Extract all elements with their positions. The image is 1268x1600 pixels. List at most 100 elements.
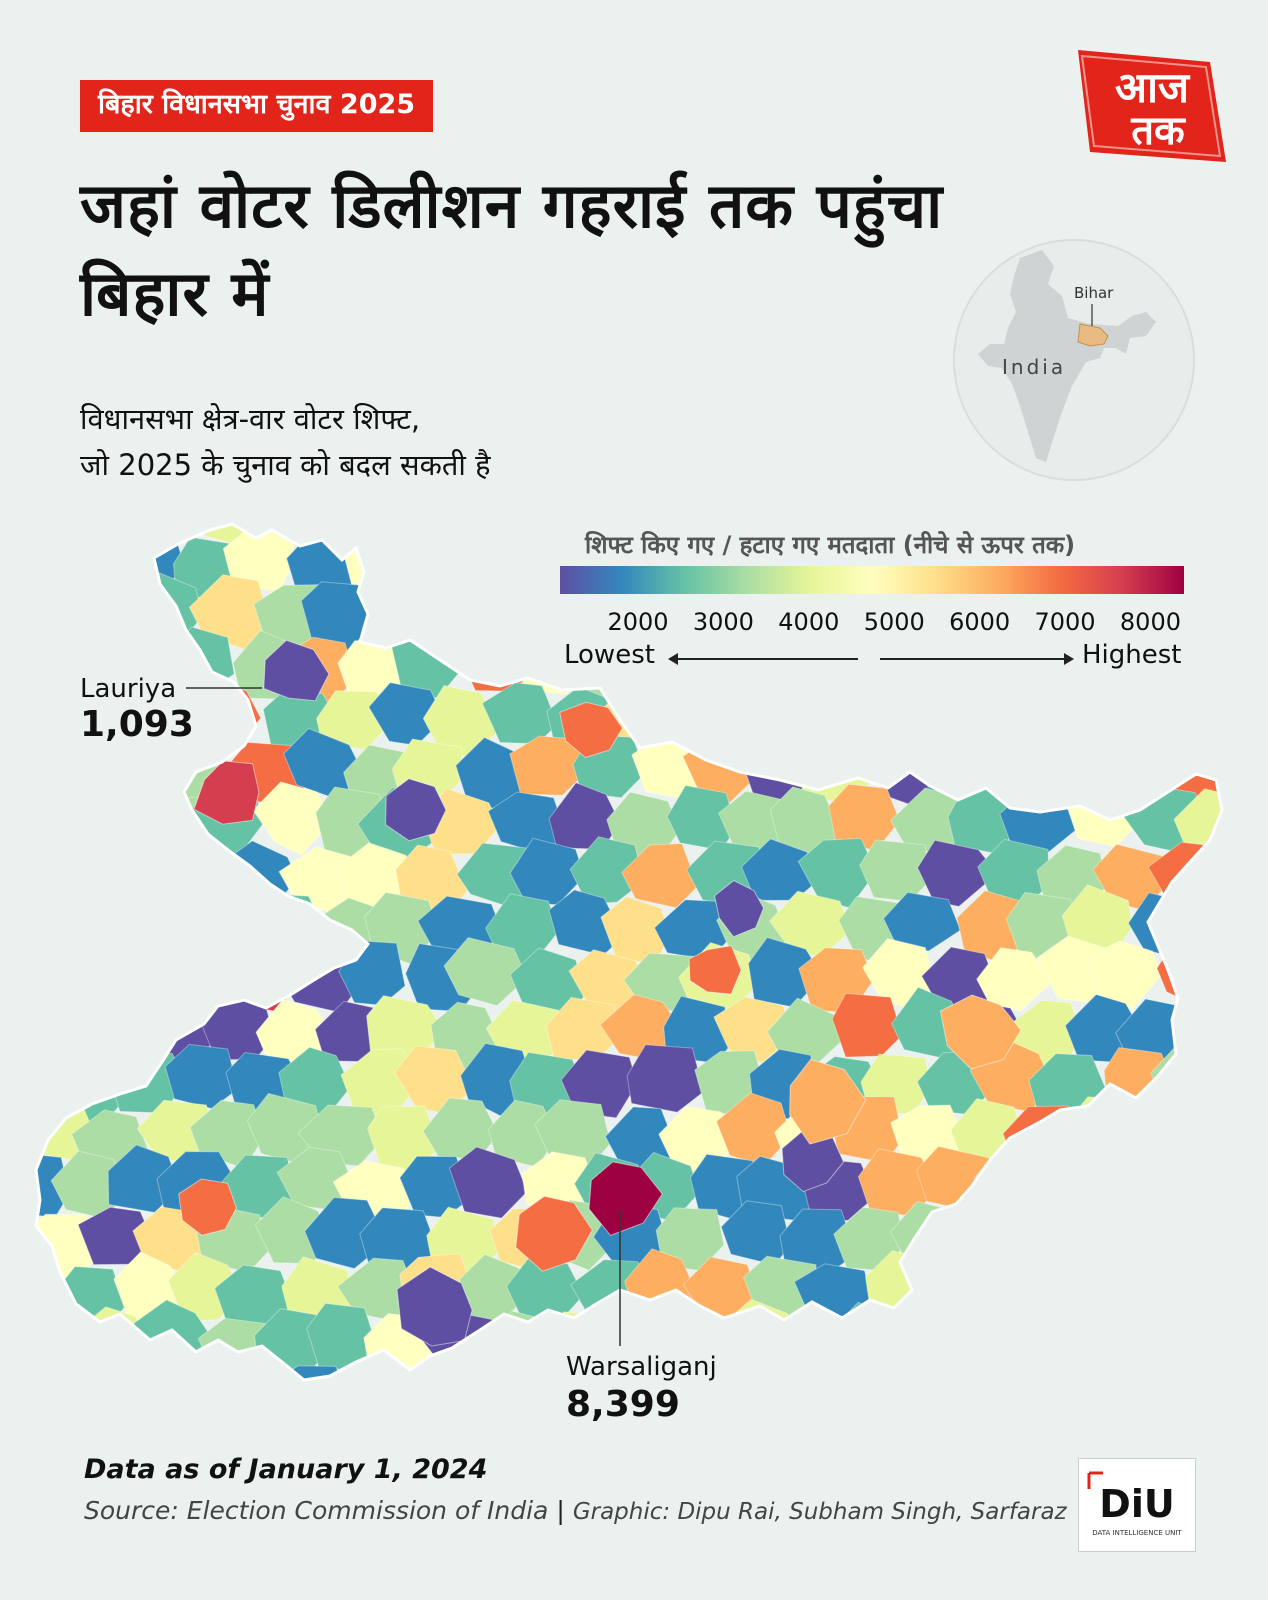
constituency-cell: [36, 941, 64, 1008]
constituency-cell: [36, 994, 43, 1061]
constituency-high: [178, 1178, 237, 1236]
credit-separator: |: [556, 1496, 565, 1525]
constituency-cell: [621, 842, 699, 909]
constituency-cell: [36, 886, 102, 958]
constituency-cell: [921, 625, 996, 698]
constituency-cell: [46, 1362, 122, 1380]
diu-mark: DiU: [1099, 1482, 1174, 1526]
constituency-cell: [1032, 1150, 1112, 1219]
constituency-cell: [198, 886, 270, 960]
constituency-cell: [894, 1307, 971, 1376]
constituency-cell: [392, 530, 470, 600]
constituency-cell: [456, 628, 534, 692]
constituency-cell: [949, 687, 1029, 752]
legend-tick-4000: 4000: [778, 608, 840, 636]
constituency-cell: [360, 524, 441, 547]
constituency-cell: [79, 785, 158, 855]
legend-tick-7000: 7000: [1034, 608, 1096, 636]
constituency-cell: [1059, 1212, 1141, 1279]
constituency-cell: [36, 1101, 43, 1172]
constituency-cell: [36, 638, 72, 708]
constituency-cell: [36, 1356, 60, 1380]
constituency-cell: [947, 1312, 1025, 1380]
constituency-cell: [36, 526, 68, 598]
constituency-cell: [1062, 1298, 1140, 1373]
constituency-cell: [1036, 1367, 1113, 1380]
constituency-cell: [1006, 685, 1085, 756]
source-text: Source: Election Commission of India: [84, 1496, 549, 1525]
legend-color-bar: [560, 566, 1184, 594]
india-shape: [978, 250, 1156, 462]
constituency-cell: [1123, 1208, 1209, 1272]
constituency-cell: [36, 834, 70, 913]
constituency-cell: [746, 629, 822, 700]
constituency-cell: [1207, 838, 1222, 906]
constituency-cell: [448, 1353, 529, 1380]
constituency-cell: [1173, 1101, 1222, 1169]
constituency-cell: [1177, 1302, 1222, 1372]
constituency-cell: [0, 510, 29, 550]
constituency-cell: [36, 990, 94, 1059]
legend-left-arrowhead: [668, 653, 678, 665]
constituency-cell: [342, 526, 416, 594]
constituency-cell: [1151, 1365, 1222, 1380]
constituency-cell: [1002, 1205, 1080, 1276]
source-credit: Source: Election Commission of India | Gra…: [84, 1496, 1084, 1525]
legend-lowest-label: Lowest: [564, 640, 655, 670]
constituency-cell: [36, 784, 92, 848]
constituency-cell: [806, 639, 885, 705]
constituency-cell: [1103, 1046, 1173, 1119]
constituency-cell: [1087, 1145, 1170, 1212]
constituency-cell: [626, 1044, 705, 1113]
headline: जहां वोटर डिलीशन गहराई तक पहुंचा बिहार म…: [80, 169, 944, 330]
constituency-cell: [429, 524, 510, 552]
constituency-cell: [1172, 895, 1222, 965]
logo-line-1: आज: [1115, 63, 1191, 112]
logo-line-2: तक: [1130, 108, 1186, 154]
constituency-cell: [1096, 731, 1175, 802]
legend-highest-label: Highest: [1082, 640, 1182, 670]
bihar-choropleth-map: [0, 510, 1224, 1382]
constituency-low: [385, 778, 447, 842]
constituency-cell: [75, 892, 149, 956]
constituency-low: [714, 880, 765, 938]
constituency-cell: [128, 892, 212, 965]
constituency-high: [559, 701, 623, 759]
constituency-cell: [41, 830, 114, 907]
constituency-cell: [103, 838, 177, 906]
constituency-cell: [50, 738, 134, 807]
constituency-cell: [1187, 587, 1222, 652]
constituency-cell: [0, 689, 30, 754]
constituency-cell: [421, 578, 494, 644]
constituency-high: [193, 760, 260, 825]
constituency-cell: [308, 524, 390, 541]
constituency-cell: [36, 1260, 56, 1322]
bihar-shape: [1077, 323, 1109, 347]
constituency-cell: [890, 684, 964, 755]
constituency-cell: [36, 741, 73, 806]
constituency-cell: [36, 884, 40, 957]
constituency-cell: [882, 891, 962, 952]
constituency-cell: [921, 1358, 990, 1380]
constituency-cell: [858, 639, 936, 703]
legend-left-arrow: [676, 658, 858, 660]
india-label: India: [1002, 355, 1066, 379]
diu-logo: DiU DATA INTELLIGENCE UNIT: [1078, 1458, 1196, 1552]
constituency-cell: [74, 997, 153, 1068]
lauriya-value: 1,093: [80, 704, 194, 745]
constituency-cell: [402, 1366, 472, 1380]
constituency-cell: [1205, 631, 1222, 702]
constituency-cell: [917, 839, 999, 908]
constituency-cell: [1203, 942, 1222, 1008]
constituency-cell: [569, 836, 645, 905]
constituency-high: [939, 994, 1022, 1070]
constituency-cell: [362, 577, 443, 641]
constituency-cell: [1173, 1199, 1222, 1275]
constituency-cell: [448, 1146, 528, 1219]
constituency-cell: [976, 947, 1053, 1012]
constituency-cell: [158, 1358, 236, 1380]
constituency-cell: [1153, 1257, 1222, 1322]
constituency-cell: [1208, 529, 1222, 602]
constituency-cell: [720, 677, 795, 747]
constituency-cell: [1088, 1359, 1166, 1380]
